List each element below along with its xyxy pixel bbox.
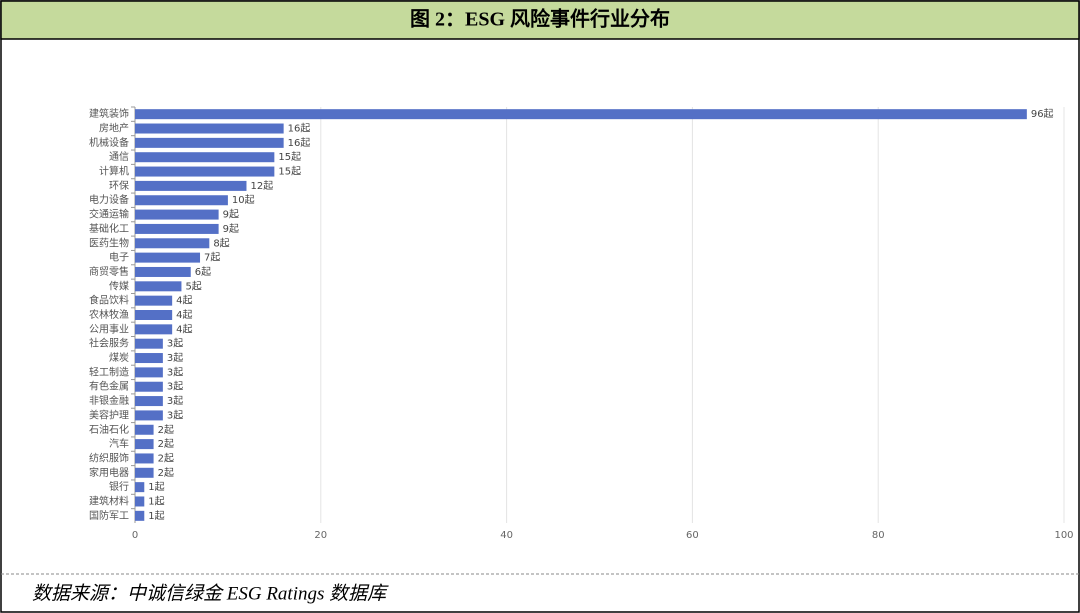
source-note: 数据来源：中诚信绿金 ESG Ratings 数据库 bbox=[32, 582, 389, 604]
value-label: 3起 bbox=[167, 352, 183, 364]
value-label: 9起 bbox=[223, 209, 239, 221]
y-tick-label: 建筑装饰 bbox=[89, 107, 129, 120]
value-label: 15起 bbox=[278, 151, 301, 163]
bar bbox=[135, 166, 275, 177]
bar bbox=[135, 266, 191, 277]
y-tick-label: 商贸零售 bbox=[89, 265, 129, 278]
value-label: 1起 bbox=[148, 510, 164, 522]
y-tick-label: 医药生物 bbox=[89, 236, 129, 249]
y-tick-label: 传媒 bbox=[109, 280, 129, 292]
value-label: 15起 bbox=[278, 166, 301, 178]
y-tick-label: 电子 bbox=[109, 251, 129, 264]
value-label: 10起 bbox=[232, 194, 255, 206]
y-tick-label: 建筑材料 bbox=[89, 494, 129, 507]
value-label: 3起 bbox=[167, 409, 183, 421]
y-tick-label: 轻工制造 bbox=[89, 365, 129, 378]
bar bbox=[135, 467, 154, 478]
value-label: 12起 bbox=[250, 180, 273, 192]
y-tick-label: 美容护理 bbox=[89, 408, 129, 421]
bar bbox=[135, 381, 163, 392]
bar bbox=[135, 353, 163, 364]
y-tick-label: 通信 bbox=[109, 151, 129, 163]
y-tick-label: 电力设备 bbox=[89, 193, 129, 206]
bar bbox=[135, 180, 247, 191]
y-tick-label: 社会服务 bbox=[89, 337, 129, 350]
bar bbox=[135, 324, 173, 335]
y-tick-label: 纺织服饰 bbox=[89, 451, 129, 464]
y-tick-label: 有色金属 bbox=[89, 380, 129, 393]
y-tick-label: 石油石化 bbox=[89, 423, 129, 436]
bar bbox=[135, 496, 145, 507]
bar bbox=[135, 195, 228, 206]
bar bbox=[135, 310, 173, 320]
y-tick-label: 汽车 bbox=[109, 437, 129, 450]
y-tick-label: 环保 bbox=[109, 179, 129, 192]
x-tick-label: 100 bbox=[1054, 530, 1073, 541]
y-tick-label: 农林牧渔 bbox=[89, 308, 129, 321]
value-label: 2起 bbox=[158, 424, 174, 436]
bar bbox=[135, 424, 154, 435]
bar bbox=[135, 396, 163, 407]
x-tick-label: 80 bbox=[872, 530, 885, 541]
value-label: 2起 bbox=[158, 452, 174, 464]
y-tick-label: 国防军工 bbox=[89, 509, 129, 522]
bar bbox=[135, 209, 219, 220]
bar bbox=[135, 223, 219, 234]
bar bbox=[135, 238, 210, 249]
x-tick-label: 20 bbox=[314, 530, 327, 541]
value-label: 4起 bbox=[176, 309, 192, 321]
bar bbox=[135, 410, 163, 421]
value-label: 16起 bbox=[288, 123, 311, 135]
bar bbox=[135, 367, 163, 378]
bar bbox=[135, 123, 284, 134]
value-label: 4起 bbox=[176, 323, 192, 335]
y-tick-label: 机械设备 bbox=[89, 136, 129, 149]
bar bbox=[135, 439, 154, 450]
y-tick-label: 交通运输 bbox=[89, 208, 129, 221]
value-label: 1起 bbox=[148, 495, 164, 507]
value-label: 1起 bbox=[148, 481, 164, 493]
x-tick-label: 40 bbox=[500, 530, 513, 541]
bar bbox=[135, 482, 145, 493]
bar bbox=[135, 281, 182, 292]
value-label: 3起 bbox=[167, 395, 183, 407]
y-tick-label: 非银金融 bbox=[89, 394, 129, 407]
bar bbox=[135, 453, 154, 464]
value-label: 4起 bbox=[176, 295, 192, 307]
value-label: 16起 bbox=[288, 137, 311, 149]
value-label: 5起 bbox=[185, 280, 201, 292]
x-tick-label: 60 bbox=[686, 530, 699, 541]
y-tick-label: 银行 bbox=[109, 480, 129, 493]
bar bbox=[135, 252, 201, 263]
header-bar bbox=[0, 0, 1080, 40]
x-tick-label: 0 bbox=[132, 530, 138, 541]
value-label: 2起 bbox=[158, 438, 174, 450]
y-tick-label: 房地产 bbox=[99, 122, 129, 135]
value-label: 6起 bbox=[195, 266, 211, 278]
y-tick-label: 家用电器 bbox=[89, 466, 129, 479]
bar bbox=[135, 109, 1027, 120]
value-label: 96起 bbox=[1031, 108, 1054, 120]
value-label: 8起 bbox=[213, 237, 229, 249]
chart-title: 图 2：ESG 风险事件行业分布 bbox=[410, 7, 670, 31]
y-tick-label: 基础化工 bbox=[89, 222, 129, 235]
value-label: 9起 bbox=[223, 223, 239, 235]
value-label: 7起 bbox=[204, 252, 220, 264]
bar bbox=[135, 510, 145, 521]
y-tick-label: 公用事业 bbox=[89, 322, 129, 335]
bar bbox=[135, 338, 163, 349]
value-label: 3起 bbox=[167, 338, 183, 350]
value-label: 3起 bbox=[167, 366, 183, 378]
y-tick-label: 煤炭 bbox=[109, 351, 129, 364]
y-tick-label: 食品饮料 bbox=[89, 294, 129, 307]
bar bbox=[135, 152, 275, 163]
value-label: 3起 bbox=[167, 381, 183, 393]
y-tick-label: 计算机 bbox=[99, 165, 129, 178]
value-label: 2起 bbox=[158, 467, 174, 479]
bar bbox=[135, 295, 173, 306]
bar bbox=[135, 137, 284, 148]
